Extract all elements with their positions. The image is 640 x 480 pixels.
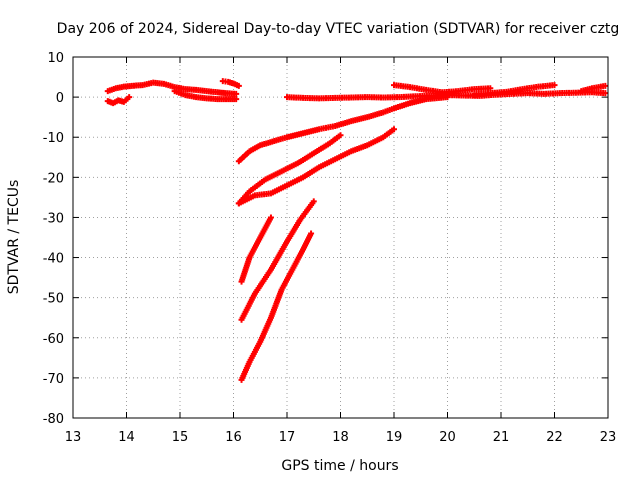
x-tick-label: 21	[493, 430, 510, 445]
x-tick-label: 18	[332, 430, 349, 445]
x-tick-label: 17	[279, 430, 296, 445]
data-point	[337, 132, 344, 139]
series-arc-g	[235, 94, 451, 165]
y-tick-label: -40	[43, 252, 64, 267]
series-arc-l	[238, 230, 315, 383]
y-tick-label: 0	[56, 91, 64, 106]
y-tick-label: -80	[43, 412, 64, 427]
data-point	[233, 90, 240, 97]
grid	[73, 57, 608, 418]
series-arc-a1	[104, 79, 240, 97]
x-tick-label: 16	[225, 430, 242, 445]
x-tick-label: 23	[600, 430, 617, 445]
y-tick-label: -10	[43, 131, 64, 146]
y-tick-label: -60	[43, 332, 64, 347]
data-point	[126, 94, 133, 101]
data-point	[308, 230, 315, 237]
x-tick-label: 14	[118, 430, 135, 445]
series-arc-a3	[171, 88, 240, 103]
data-point	[602, 90, 609, 97]
x-tick-label: 15	[172, 430, 189, 445]
data-point	[310, 198, 317, 205]
series-arc-f	[578, 82, 609, 95]
series-arc-k	[238, 198, 317, 323]
series-arc-a2	[104, 94, 133, 107]
y-tick-label: 10	[47, 51, 64, 66]
y-tick-label: -50	[43, 292, 64, 307]
y-tick-label: -70	[43, 372, 64, 387]
x-tick-label: 13	[65, 430, 82, 445]
data-point	[267, 214, 274, 221]
y-axis-label: SDTVAR / TECUs	[6, 180, 22, 295]
series-layer	[104, 78, 609, 383]
y-tick-label: -30	[43, 211, 64, 226]
data-point	[602, 82, 609, 89]
y-tick-label: -20	[43, 171, 64, 186]
series-arc-b	[219, 78, 242, 89]
x-tick-label: 22	[546, 430, 563, 445]
series-arc-i	[235, 126, 397, 207]
series-arc-e	[471, 82, 558, 99]
tick-labels: 13 14 15 16 17 18 19 20 21 22 23 10 0 -10 -20 -30 -40 -50…	[43, 51, 617, 445]
data-point	[235, 82, 242, 89]
data-point	[444, 94, 451, 101]
series-arc-h	[235, 132, 344, 207]
data-point	[233, 96, 240, 103]
x-tick-label: 20	[439, 430, 456, 445]
data-point	[551, 82, 558, 89]
data-point	[391, 126, 397, 133]
chart-title: Day 206 of 2024, Sidereal Day-to-day VTE…	[57, 21, 620, 37]
ticks	[72, 56, 609, 419]
series-arc-j	[238, 214, 274, 285]
x-axis-label: GPS time / hours	[281, 458, 398, 474]
x-tick-label: 19	[386, 430, 403, 445]
